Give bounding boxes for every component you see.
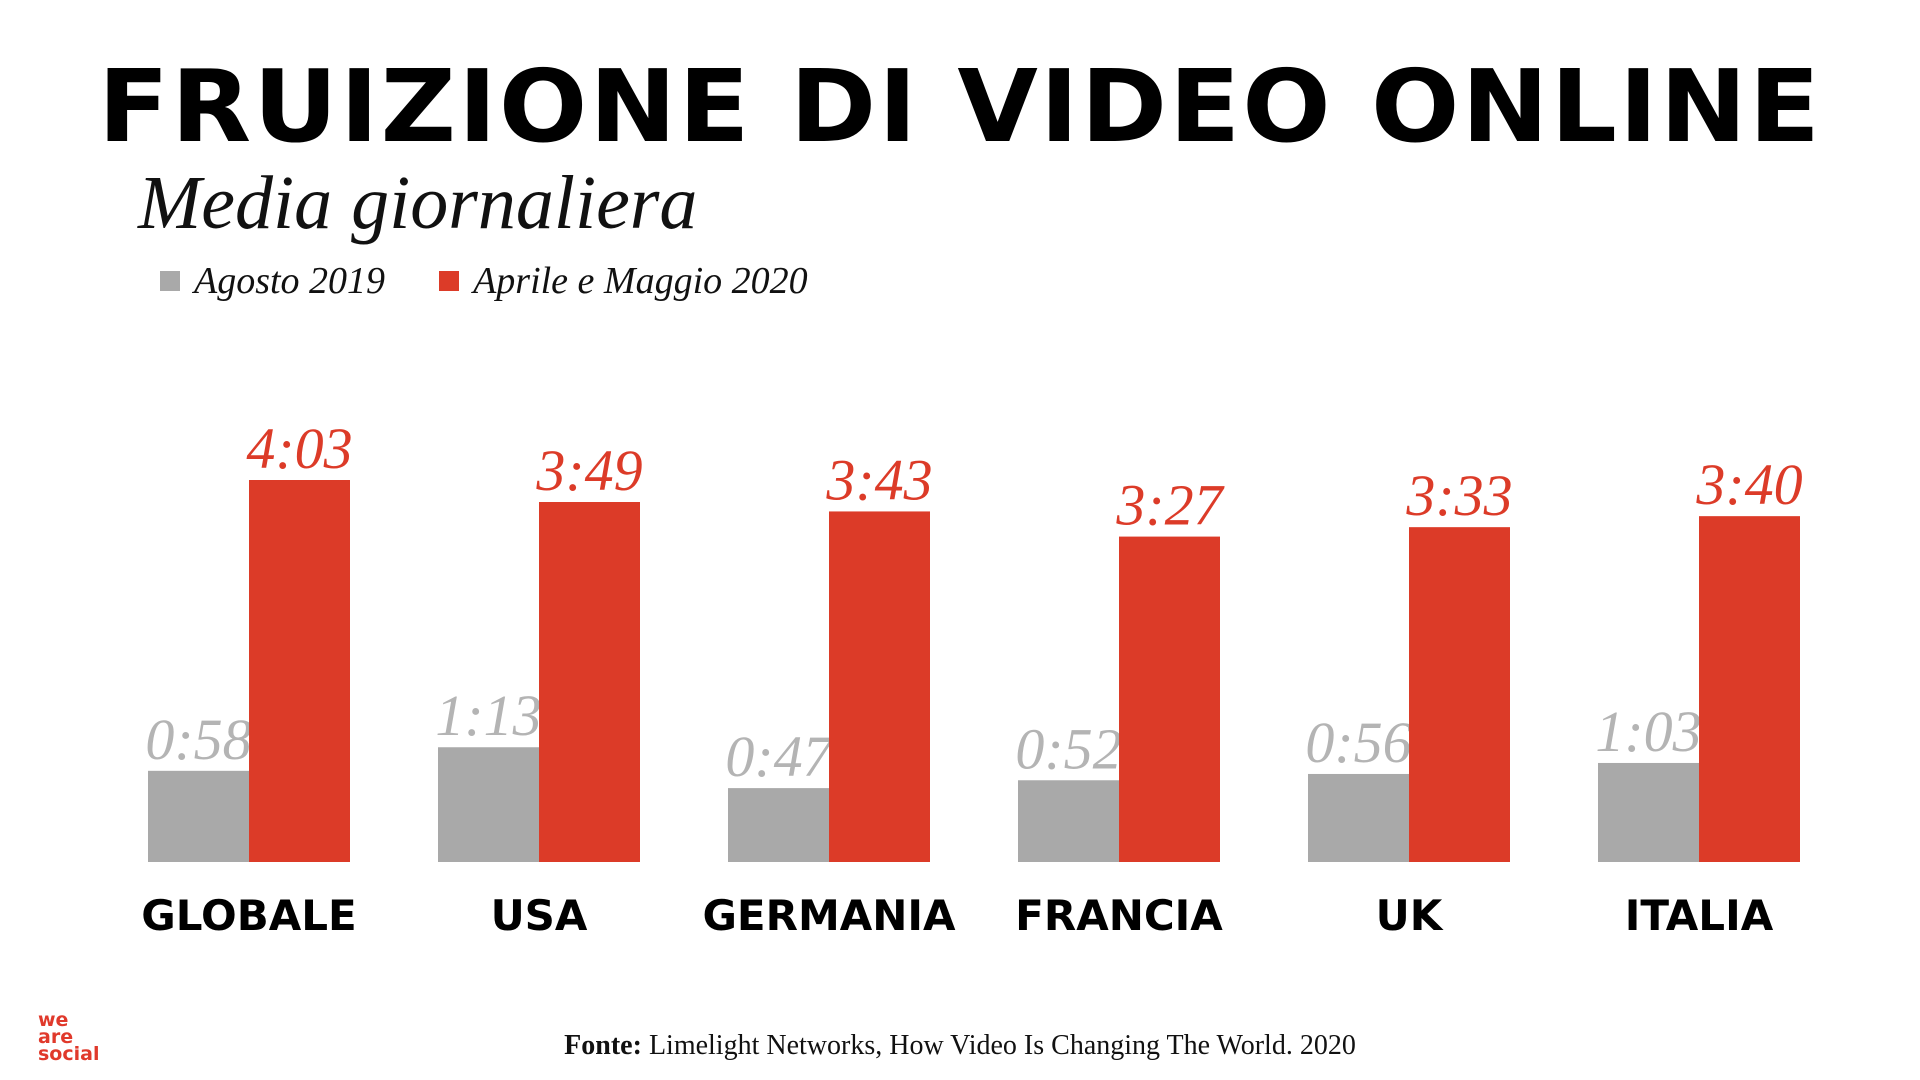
bar-globale-aprile-maggio-2020 [249, 480, 350, 862]
data-label-uk-aprile-maggio-2020: 3:33 [1405, 463, 1512, 528]
bar-italia-aprile-maggio-2020 [1699, 516, 1800, 862]
data-label-globale-aprile-maggio-2020: 4:03 [246, 416, 352, 481]
data-label-francia-agosto-2019: 0:52 [1015, 716, 1121, 781]
bar-uk-agosto-2019 [1308, 773, 1409, 862]
legend-item-agosto-2019: Agosto 2019 [160, 259, 385, 303]
data-label-uk-agosto-2019: 0:56 [1305, 710, 1411, 775]
we-are-social-logo: we are social [38, 1009, 100, 1065]
bar-uk-aprile-maggio-2020 [1409, 527, 1510, 862]
legend: Agosto 2019 Aprile e Maggio 2020 [160, 258, 808, 304]
logo-line-1: we [38, 1009, 69, 1031]
bar-germania-agosto-2019 [728, 788, 829, 862]
category-label-italia: ITALIA [1625, 891, 1774, 940]
chart-subtitle: Media giornaliera [138, 161, 698, 245]
source-text: Limelight Networks, How Video Is Changin… [648, 1030, 1356, 1061]
bar-francia-aprile-maggio-2020 [1119, 536, 1220, 862]
data-label-globale-agosto-2019: 0:58 [145, 707, 251, 772]
bar-usa-aprile-maggio-2020 [539, 502, 640, 862]
bar-italia-agosto-2019 [1598, 762, 1699, 862]
legend-label-aprile-maggio-2020: Aprile e Maggio 2020 [473, 260, 808, 302]
category-label-germania: GERMANIA [702, 891, 956, 940]
data-label-italia-agosto-2019: 1:03 [1595, 699, 1701, 764]
logo-line-2: are [38, 1026, 74, 1048]
data-label-usa-agosto-2019: 1:13 [435, 683, 541, 748]
data-label-usa-aprile-maggio-2020: 3:49 [535, 438, 642, 503]
data-label-italia-aprile-maggio-2020: 3:40 [1695, 452, 1802, 517]
bar-chart: 0:58 4:03 GLOBALE 1:13 3:49 USA 0:47 3:43 GERMAN… [141, 416, 1802, 940]
data-label-germania-agosto-2019: 0:47 [725, 724, 833, 789]
data-label-germania-aprile-maggio-2020: 3:43 [825, 447, 932, 512]
legend-swatch-red [439, 271, 460, 291]
category-label-francia: FRANCIA [1015, 891, 1223, 940]
data-label-francia-aprile-maggio-2020: 3:27 [1115, 473, 1224, 538]
bar-germania-aprile-maggio-2020 [829, 511, 930, 862]
logo-line-3: social [38, 1043, 100, 1065]
legend-swatch-gray [160, 271, 180, 291]
bar-globale-agosto-2019 [148, 770, 249, 862]
legend-label-agosto-2019: Agosto 2019 [194, 260, 386, 302]
source-note: Fonte: Limelight Networks, How Video Is … [0, 1030, 1920, 1062]
source-label: Fonte: [564, 1030, 642, 1061]
category-label-usa: USA [491, 891, 588, 940]
bar-francia-agosto-2019 [1018, 780, 1119, 862]
category-label-globale: GLOBALE [141, 891, 356, 940]
legend-item-aprile-maggio-2020: Aprile e Maggio 2020 [439, 259, 808, 303]
chart-title: FRUIZIONE DI VIDEO ONLINE [98, 48, 1822, 165]
bar-usa-agosto-2019 [438, 747, 539, 862]
category-label-uk: UK [1376, 891, 1444, 940]
